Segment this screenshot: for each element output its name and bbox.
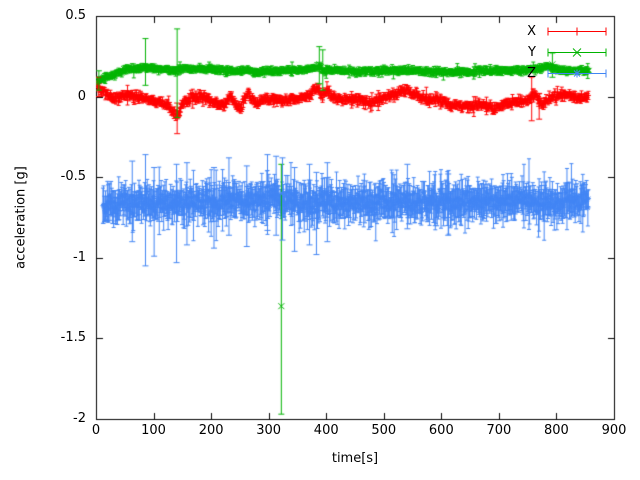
y-tick-label: -1.5: [60, 330, 86, 346]
x-tick-label: 500: [371, 423, 397, 438]
legend-row-z: Z: [527, 63, 609, 84]
y-tick-label: -2: [73, 411, 86, 426]
legend-sample-x-errorbar-icon: [547, 27, 607, 36]
legend: X Y Z: [527, 21, 609, 84]
legend-label-y: Y: [528, 45, 536, 60]
x-axis-label: time[s]: [331, 451, 379, 466]
x-tick-label: 400: [313, 423, 339, 438]
x-tick-label: 600: [428, 423, 454, 438]
legend-row-x: X: [527, 21, 609, 42]
x-tick-label: 700: [486, 423, 512, 438]
legend-row-y: Y: [527, 42, 609, 63]
y-axis-label: acceleration [g]: [13, 166, 29, 269]
legend-label-z: Z: [527, 66, 536, 81]
y-tick-label: -0.5: [60, 169, 86, 185]
x-tick-label: 200: [198, 423, 224, 438]
y-tick-label: 0: [77, 88, 86, 104]
x-tick-label: 800: [544, 423, 569, 438]
legend-sample-y-errorbar-icon: [547, 48, 607, 57]
y-tick-label: -1: [73, 249, 86, 265]
legend-label-x: X: [527, 24, 536, 39]
x-tick-label: 0: [91, 423, 101, 438]
legend-sample-z-errorbar-icon: [547, 69, 607, 78]
y-tick-label: 0.5: [65, 8, 86, 23]
x-tick-label: 100: [141, 423, 166, 438]
x-tick-label: 900: [601, 423, 627, 438]
x-tick-label: 300: [256, 423, 282, 438]
